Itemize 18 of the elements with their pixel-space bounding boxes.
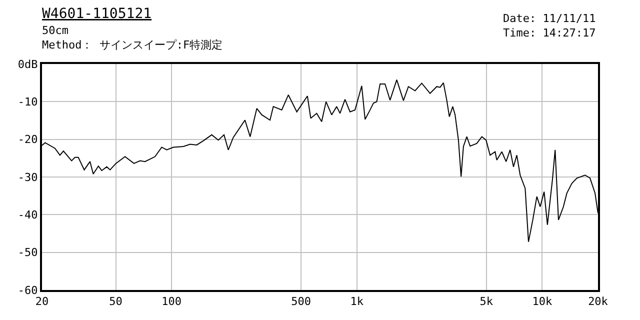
x-tick-label: 10k xyxy=(532,295,553,308)
chart-title: W4601-1105121 xyxy=(42,6,152,22)
y-tick-label: -20 xyxy=(18,133,38,146)
x-tick-label: 20 xyxy=(35,295,49,308)
y-tick-label: -50 xyxy=(18,246,38,260)
x-tick-label: 5k xyxy=(480,295,494,308)
x-tick-label: 100 xyxy=(162,295,182,308)
x-tick-label: 500 xyxy=(291,295,312,308)
x-tick-label: 50 xyxy=(109,295,122,308)
y-tick-label: -40 xyxy=(18,208,38,222)
y-tick-label: -30 xyxy=(18,170,38,184)
y-tick-label: 0dB xyxy=(18,58,38,71)
x-tick-label: 1k xyxy=(350,295,364,308)
y-tick-label: -60 xyxy=(18,284,38,297)
y-tick-label: -10 xyxy=(18,96,38,109)
text: Date: 11/11/11 Time: 14:27:17 xyxy=(503,12,596,40)
x-tick-label: 20k xyxy=(588,295,608,308)
chart-subtitle: 50cm Method： サインスイープ:F特測定 xyxy=(42,24,223,52)
